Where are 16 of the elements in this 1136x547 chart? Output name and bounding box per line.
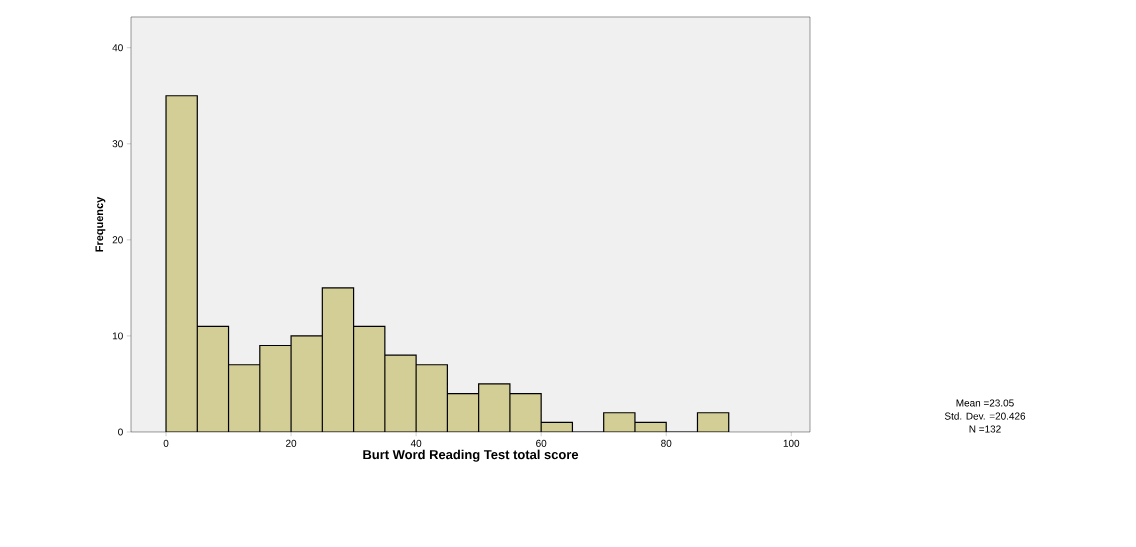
y-tick-label: 20	[112, 236, 123, 244]
x-tick-label: 80	[661, 439, 672, 447]
y-tick-label: 30	[112, 140, 123, 148]
x-tick-label: 60	[536, 439, 547, 447]
x-tick-label: 100	[783, 439, 800, 447]
y-axis-title: Frequency	[95, 196, 106, 252]
x-tick-label: 20	[286, 439, 297, 447]
x-axis-title: Burt Word Reading Test total score	[363, 449, 579, 462]
x-tick-label: 0	[163, 439, 169, 447]
text: N =132	[969, 425, 1001, 433]
text: Mean =23.05	[956, 399, 1014, 407]
text: Std. Dev. =20.426	[944, 412, 1026, 420]
y-tick-label: 40	[112, 44, 123, 52]
y-tick-label: 10	[112, 332, 123, 340]
y-tick-label: 0	[118, 428, 123, 436]
x-tick-label: 40	[410, 439, 422, 447]
